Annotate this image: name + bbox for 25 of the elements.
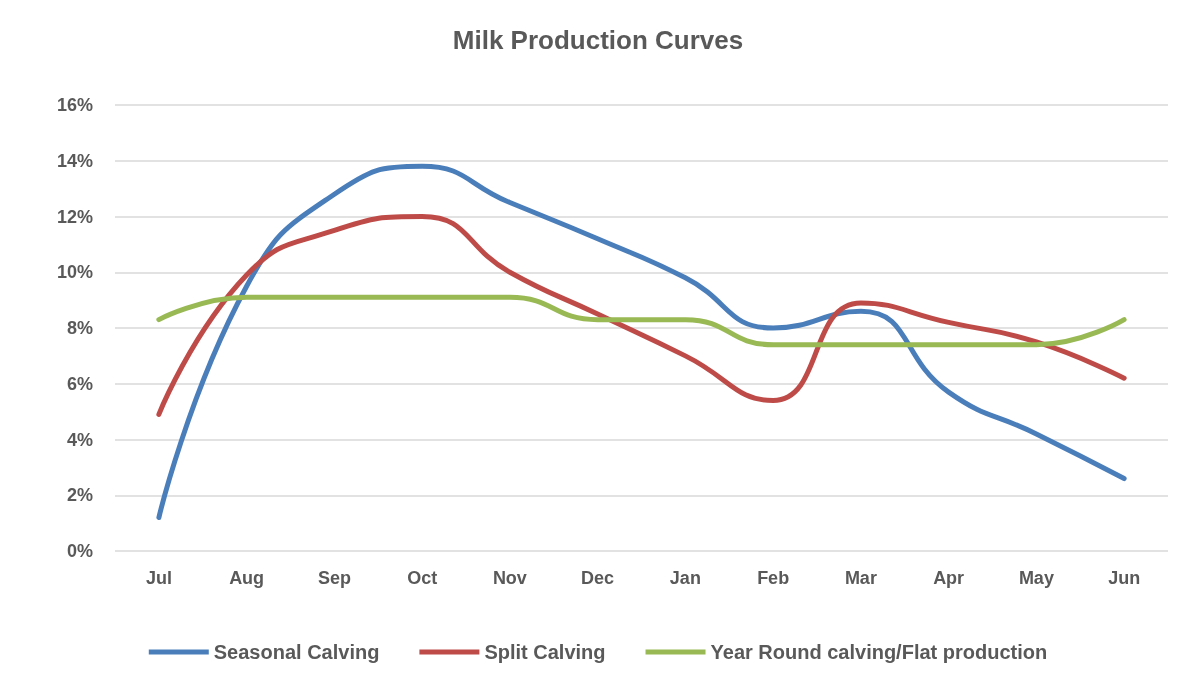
y-tick-label: 4%: [66, 429, 93, 450]
legend-label: Split Calving: [484, 641, 606, 663]
x-tick-label: Mar: [844, 568, 877, 588]
legend-label: Seasonal Calving: [213, 641, 380, 663]
y-tick-label: 2%: [66, 485, 93, 506]
x-tick-label: Jul: [145, 568, 172, 588]
x-tick-label: Nov: [492, 568, 527, 588]
x-tick-label: May: [1018, 568, 1054, 588]
x-tick-label: Dec: [581, 568, 615, 588]
y-tick-label: 10%: [56, 262, 93, 283]
x-tick-label: Jun: [1108, 568, 1141, 588]
chart-title: Milk Production Curves: [452, 25, 744, 55]
y-tick-label: 6%: [66, 373, 93, 394]
y-tick-label: 14%: [56, 150, 93, 171]
y-tick-label: 8%: [66, 318, 93, 338]
x-tick-label: Feb: [757, 568, 790, 588]
x-tick-label: Oct: [407, 568, 438, 588]
x-tick-label: Jan: [669, 568, 701, 588]
x-tick-label: Aug: [229, 568, 265, 588]
x-tick-label: Apr: [933, 568, 965, 588]
x-tick-label: Sep: [317, 568, 351, 588]
legend-label: Year Round calving/Flat production: [710, 641, 1048, 663]
y-tick-label: 0%: [66, 541, 93, 561]
y-tick-label: 16%: [56, 95, 93, 115]
y-tick-label: 12%: [56, 206, 93, 227]
